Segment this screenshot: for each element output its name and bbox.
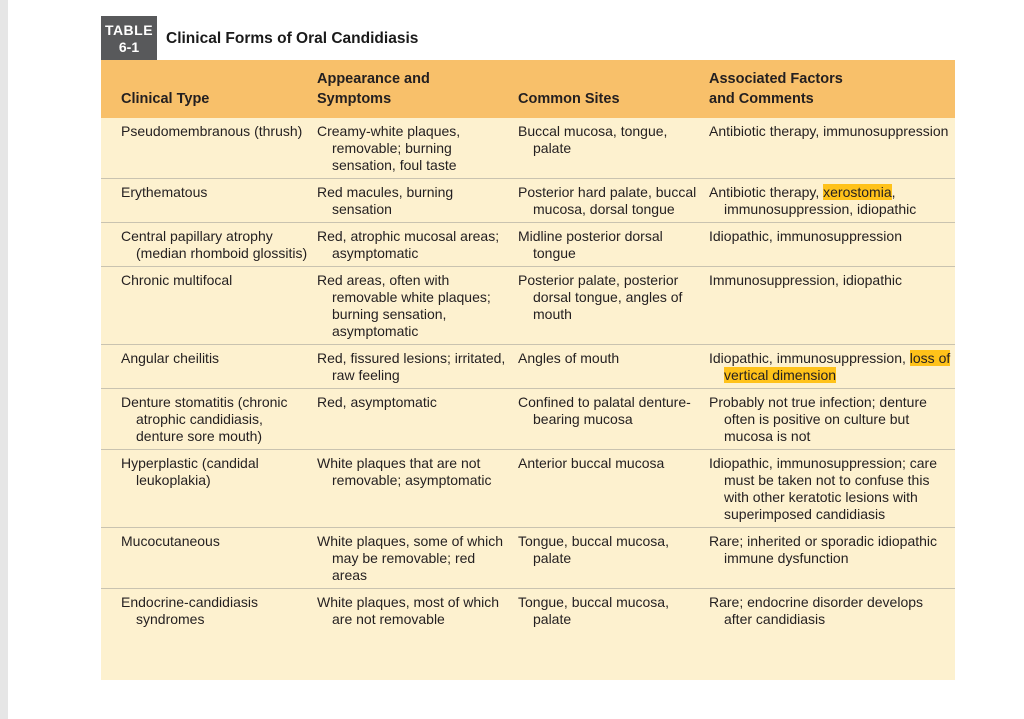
cell-factors: Idiopathic, immunosuppression, loss of v… — [709, 350, 951, 383]
cell-sites: Confined to palatal denture-bearing muco… — [518, 394, 691, 427]
header-row: Clinical Type Appearance and Symptoms Com… — [101, 60, 955, 118]
table-number-badge: TABLE 6-1 — [101, 16, 157, 60]
cell-appearance: Red areas, often with removable white pl… — [317, 272, 491, 339]
cell-sites: Posterior hard palate, buccal mucosa, do… — [518, 184, 697, 217]
cell-clinical-type: Erythematous — [121, 184, 208, 200]
table-row: Hyperplastic (candidal leukoplakia) Whit… — [101, 449, 955, 528]
cell-factors: Antibiotic therapy, xerostomia, immunosu… — [709, 184, 917, 217]
left-edge-bar — [0, 0, 8, 719]
header-clinical-type: Clinical Type — [121, 91, 210, 107]
badge-number: 6-1 — [118, 39, 140, 55]
cell-clinical-type: Endocrine-candidiasis syndromes — [121, 594, 258, 627]
badge-label: TABLE — [104, 22, 154, 38]
cell-factors: Rare; endocrine disorder develops after … — [709, 594, 924, 627]
table-row: Chronic multifocal Red areas, often with… — [101, 266, 955, 345]
cell-sites: Angles of mouth — [518, 350, 620, 366]
cell-clinical-type: Chronic multifocal — [121, 272, 233, 288]
cell-appearance: White plaques, most of which are not rem… — [317, 594, 500, 627]
header-appearance: Appearance and Symptoms — [317, 71, 430, 107]
candidiasis-table-container: Clinical Type Appearance and Symptoms Com… — [101, 60, 955, 680]
table-row: Denture stomatitis (chronic atrophic can… — [101, 388, 955, 450]
cell-factors: Antibiotic therapy, immunosuppression — [709, 123, 949, 139]
table-row: Mucocutaneous White plaques, some of whi… — [101, 527, 955, 589]
table-row: Endocrine-candidiasis syndromes White pl… — [101, 588, 955, 633]
candidiasis-table: Clinical Type Appearance and Symptoms Com… — [101, 60, 955, 632]
cell-factors: Probably not true infection; denture oft… — [709, 394, 927, 444]
cell-clinical-type: Denture stomatitis (chronic atrophic can… — [121, 394, 288, 444]
cell-appearance: Creamy-white plaques, removable; burning… — [317, 123, 461, 173]
table-title: Clinical Forms of Oral Candidiasis — [166, 30, 419, 47]
cell-clinical-type: Angular cheilitis — [121, 350, 220, 366]
cell-sites: Midline posterior dorsal tongue — [518, 228, 663, 261]
table-row: Pseudomembranous (thrush) Creamy-white p… — [101, 118, 955, 179]
table-row: Angular cheilitis Red, fissured lesions;… — [101, 344, 955, 389]
cell-appearance: White plaques that are not removable; as… — [317, 455, 492, 488]
cell-sites: Posterior palate, posterior dorsal tongu… — [518, 272, 683, 322]
cell-factors: Idiopathic, immunosuppression; care must… — [709, 455, 938, 522]
cell-appearance: Red macules, burning sensation — [317, 184, 454, 217]
cell-appearance: Red, asymptomatic — [317, 394, 437, 410]
cell-sites: Anterior buccal mucosa — [518, 455, 665, 471]
cell-factors: Rare; inherited or sporadic idiopathic i… — [709, 533, 938, 566]
cell-clinical-type: Central papillary atrophy (median rhombo… — [121, 228, 308, 261]
highlight-xerostomia: xerostomia — [823, 184, 892, 200]
cell-sites: Tongue, buccal mucosa, palate — [518, 533, 669, 566]
table-row: Erythematous Red macules, burning sensat… — [101, 178, 955, 223]
table-header: Clinical Type Appearance and Symptoms Com… — [101, 60, 955, 118]
cell-appearance: Red, atrophic mucosal areas; asymptomati… — [317, 228, 500, 261]
table-body: Pseudomembranous (thrush) Creamy-white p… — [101, 118, 955, 632]
header-associated-factors: Associated Factors and Comments — [709, 71, 843, 107]
cell-clinical-type: Pseudomembranous (thrush) — [121, 123, 303, 139]
cell-factors: Idiopathic, immunosuppression — [709, 228, 902, 244]
header-common-sites: Common Sites — [518, 91, 620, 107]
cell-sites: Buccal mucosa, tongue, palate — [518, 123, 668, 156]
cell-clinical-type: Mucocutaneous — [121, 533, 220, 549]
cell-appearance: Red, fissured lesions; irritated, raw fe… — [317, 350, 506, 383]
cell-factors: Immunosuppression, idiopathic — [709, 272, 902, 288]
cell-clinical-type: Hyperplastic (candidal leukoplakia) — [121, 455, 259, 488]
table-row: Central papillary atrophy (median rhombo… — [101, 222, 955, 267]
cell-appearance: White plaques, some of which may be remo… — [317, 533, 503, 583]
cell-sites: Tongue, buccal mucosa, palate — [518, 594, 669, 627]
